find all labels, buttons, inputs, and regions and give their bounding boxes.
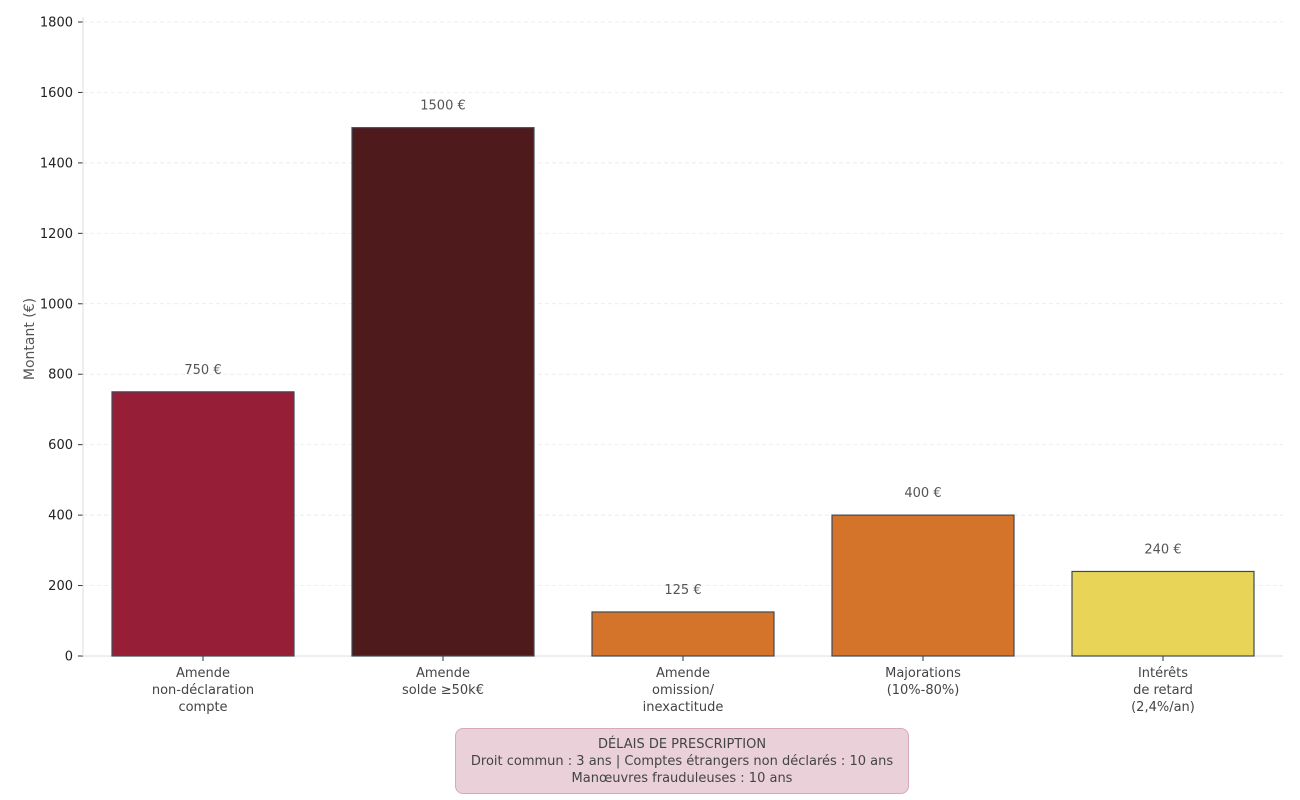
x-tick-label: inexactitude <box>643 700 724 715</box>
y-tick-label: 1200 <box>40 227 73 242</box>
bar <box>111 391 295 657</box>
prescription-note: DÉLAIS DE PRESCRIPTION Droit commun : 3 … <box>455 728 909 794</box>
x-tick-label: (10%-80%) <box>887 683 960 698</box>
y-tick-label: 1800 <box>40 16 73 31</box>
data-label: 400 € <box>904 486 941 501</box>
data-label: 750 € <box>184 363 221 378</box>
y-tick-label: 1000 <box>40 297 73 312</box>
y-tick-label: 800 <box>48 368 73 383</box>
x-tick-label: Amende <box>176 666 230 681</box>
data-label: 125 € <box>664 583 701 598</box>
y-tick-label: 1600 <box>40 86 73 101</box>
bar <box>1071 570 1255 657</box>
x-tick-label: Majorations <box>885 666 961 681</box>
y-tick-label: 0 <box>65 650 73 665</box>
x-tick-label: compte <box>178 700 227 715</box>
note-line: Droit commun : 3 ans | Comptes étrangers… <box>470 754 894 769</box>
bar <box>591 611 775 657</box>
x-tick-label: omission/ <box>652 683 715 698</box>
x-tick-label: (2,4%/an) <box>1131 700 1195 715</box>
x-tick-label: Intérêts <box>1138 666 1188 681</box>
note-title: DÉLAIS DE PRESCRIPTION <box>597 737 767 752</box>
y-tick-label: 400 <box>48 509 73 524</box>
note-line: Manœuvres frauduleuses : 10 ans <box>571 771 793 786</box>
bar <box>351 127 535 657</box>
x-tick-label: Amende <box>416 666 470 681</box>
y-tick-label: 600 <box>48 438 73 453</box>
x-tick-label: solde ≥50k€ <box>402 683 484 698</box>
y-axis-label: Montant (€) <box>22 298 38 380</box>
data-label: 240 € <box>1144 542 1181 557</box>
x-tick-label: de retard <box>1133 683 1193 698</box>
bar <box>831 514 1015 657</box>
y-tick-label: 200 <box>48 579 73 594</box>
x-tick-label: Amende <box>656 666 710 681</box>
y-tick-label: 1400 <box>40 156 73 171</box>
data-label: 1500 € <box>420 99 466 114</box>
x-tick-label: non-déclaration <box>152 683 254 698</box>
